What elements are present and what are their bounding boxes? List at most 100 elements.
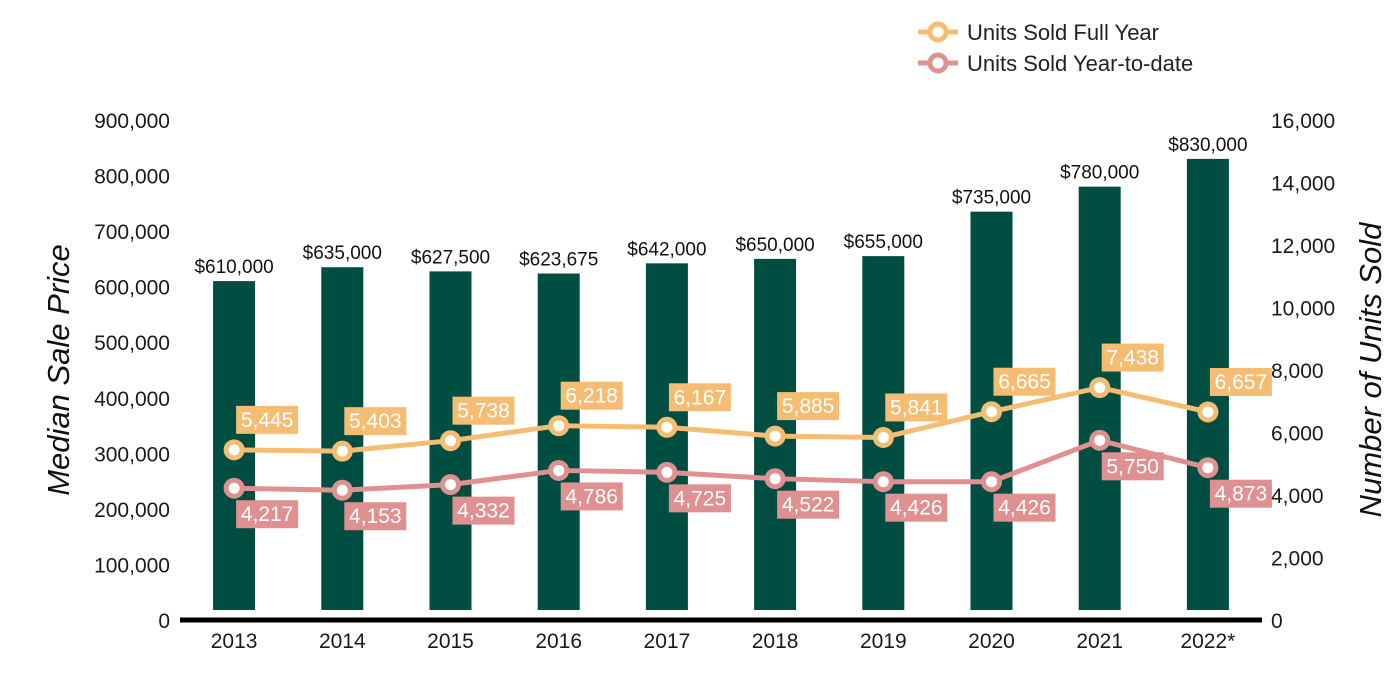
point-label-box	[560, 381, 623, 410]
series-point	[331, 479, 353, 501]
x-tick-label: 2022*	[1180, 630, 1235, 653]
ticks-layer: 2013 2014 2015 2016 2017 2018 2019 2020 2021 2022…	[94, 110, 1335, 653]
bar-value-label: $642,000	[627, 239, 706, 260]
point-label: 5,750	[1106, 455, 1159, 478]
x-tick-label: 2015	[427, 630, 474, 653]
bar-value-label: $610,000	[194, 257, 273, 278]
point-label: 4,426	[998, 497, 1051, 520]
x-tick-label: 2020	[968, 630, 1015, 653]
y-right-tick-label: 10,000	[1271, 298, 1335, 321]
series-point	[1089, 429, 1111, 451]
point-label: 4,217	[241, 503, 294, 526]
point-label-box	[885, 493, 948, 522]
x-tick-label: 2017	[644, 630, 691, 653]
point-label: 4,522	[782, 494, 835, 517]
point-label: 5,885	[782, 395, 835, 418]
point-label-box	[777, 392, 840, 421]
x-tick-label: 2018	[752, 630, 799, 653]
point-label: 4,873	[1215, 483, 1268, 506]
y-right-tick-label: 14,000	[1271, 173, 1335, 196]
series-point	[1197, 401, 1219, 423]
bar-value-label: $635,000	[303, 243, 382, 264]
series-point	[656, 416, 678, 438]
y-axis-title: Median Sale Price	[41, 244, 76, 496]
y-tick-label: 200,000	[94, 499, 170, 522]
point-label: 6,218	[565, 385, 618, 408]
series-point	[331, 440, 353, 462]
bar-2016	[537, 273, 580, 610]
y-tick-label: 100,000	[94, 554, 170, 577]
point-label-box	[993, 367, 1056, 396]
point-label: 6,657	[1215, 371, 1268, 394]
series-point	[656, 461, 678, 483]
point-label: 5,403	[349, 410, 402, 433]
series-point	[872, 426, 894, 448]
x-tick-label: 2016	[535, 630, 582, 653]
series-point	[1197, 457, 1219, 479]
series-point	[1089, 377, 1111, 399]
point-label-box	[885, 393, 948, 422]
bar-2021	[1078, 186, 1121, 610]
point-label-box	[1209, 479, 1272, 508]
point-label-box	[560, 482, 623, 511]
legend-label: Units Sold Year-to-date	[967, 51, 1193, 76]
point-label-box	[668, 484, 731, 513]
point-label-box	[452, 496, 515, 525]
point-label: 7,438	[1106, 347, 1159, 370]
y-tick-label: 0	[158, 610, 170, 633]
y-tick-label: 600,000	[94, 277, 170, 300]
y-tick-label: 700,000	[94, 221, 170, 244]
x-tick-label: 2013	[211, 630, 258, 653]
point-label: 6,665	[998, 371, 1051, 394]
bar-value-label: $780,000	[1060, 163, 1139, 184]
y-tick-label: 400,000	[94, 388, 170, 411]
point-label: 4,153	[349, 505, 402, 528]
bar-value-label: $627,500	[411, 247, 490, 268]
x-tick-label: 2021	[1076, 630, 1123, 653]
y-right-tick-label: 4,000	[1271, 485, 1324, 508]
y-right-tick-label: 6,000	[1271, 423, 1324, 446]
bar-value-label: $650,000	[735, 235, 814, 256]
point-label-box	[236, 405, 299, 434]
x-tick-label: 2019	[860, 630, 907, 653]
point-label-box	[1209, 367, 1272, 396]
series-point	[223, 439, 245, 461]
legend-label: Units Sold Full Year	[967, 20, 1159, 45]
y-tick-label: 500,000	[94, 332, 170, 355]
y-right-tick-label: 0	[1271, 610, 1283, 633]
series-line-ytd	[234, 437, 1209, 493]
point-label: 5,445	[241, 409, 294, 432]
series-point	[981, 401, 1002, 423]
series-point	[440, 474, 461, 496]
point-label: 6,167	[674, 386, 727, 409]
point-label-box	[777, 490, 840, 519]
series-point	[872, 471, 894, 493]
y-tick-label: 800,000	[94, 166, 170, 189]
point-label-box	[452, 396, 515, 425]
y-right-tick-label: 16,000	[1271, 110, 1335, 133]
point-label-box	[344, 407, 407, 436]
point-label-box	[236, 500, 299, 529]
point-label: 4,786	[565, 485, 618, 508]
y-right-tick-label: 2,000	[1271, 548, 1324, 571]
series-point	[981, 471, 1002, 493]
legend: Units Sold Full Year Units Sold Year-to-d…	[918, 20, 1193, 76]
bar-value-label: $655,000	[844, 232, 923, 253]
point-label-box	[1101, 343, 1164, 372]
y-axis-right-title: Number of Units Sold	[1353, 221, 1388, 517]
point-label: 5,841	[890, 396, 943, 419]
x-tick-label: 2014	[319, 630, 366, 653]
series-point	[764, 425, 786, 447]
series-point	[440, 430, 461, 452]
y-tick-label: 900,000	[94, 110, 170, 133]
y-right-tick-label: 12,000	[1271, 235, 1335, 258]
lines-layer: 5,445 5,403 5,738 6,218 6,167 5,885 5,841 6,665…	[223, 343, 1272, 531]
bar-value-label: $623,675	[519, 250, 598, 271]
series-point	[223, 477, 245, 499]
point-label-box	[993, 493, 1056, 522]
point-label: 5,738	[457, 400, 510, 423]
bar-value-label: $830,000	[1168, 135, 1247, 156]
point-label-box	[668, 383, 731, 412]
series-point	[764, 468, 786, 490]
